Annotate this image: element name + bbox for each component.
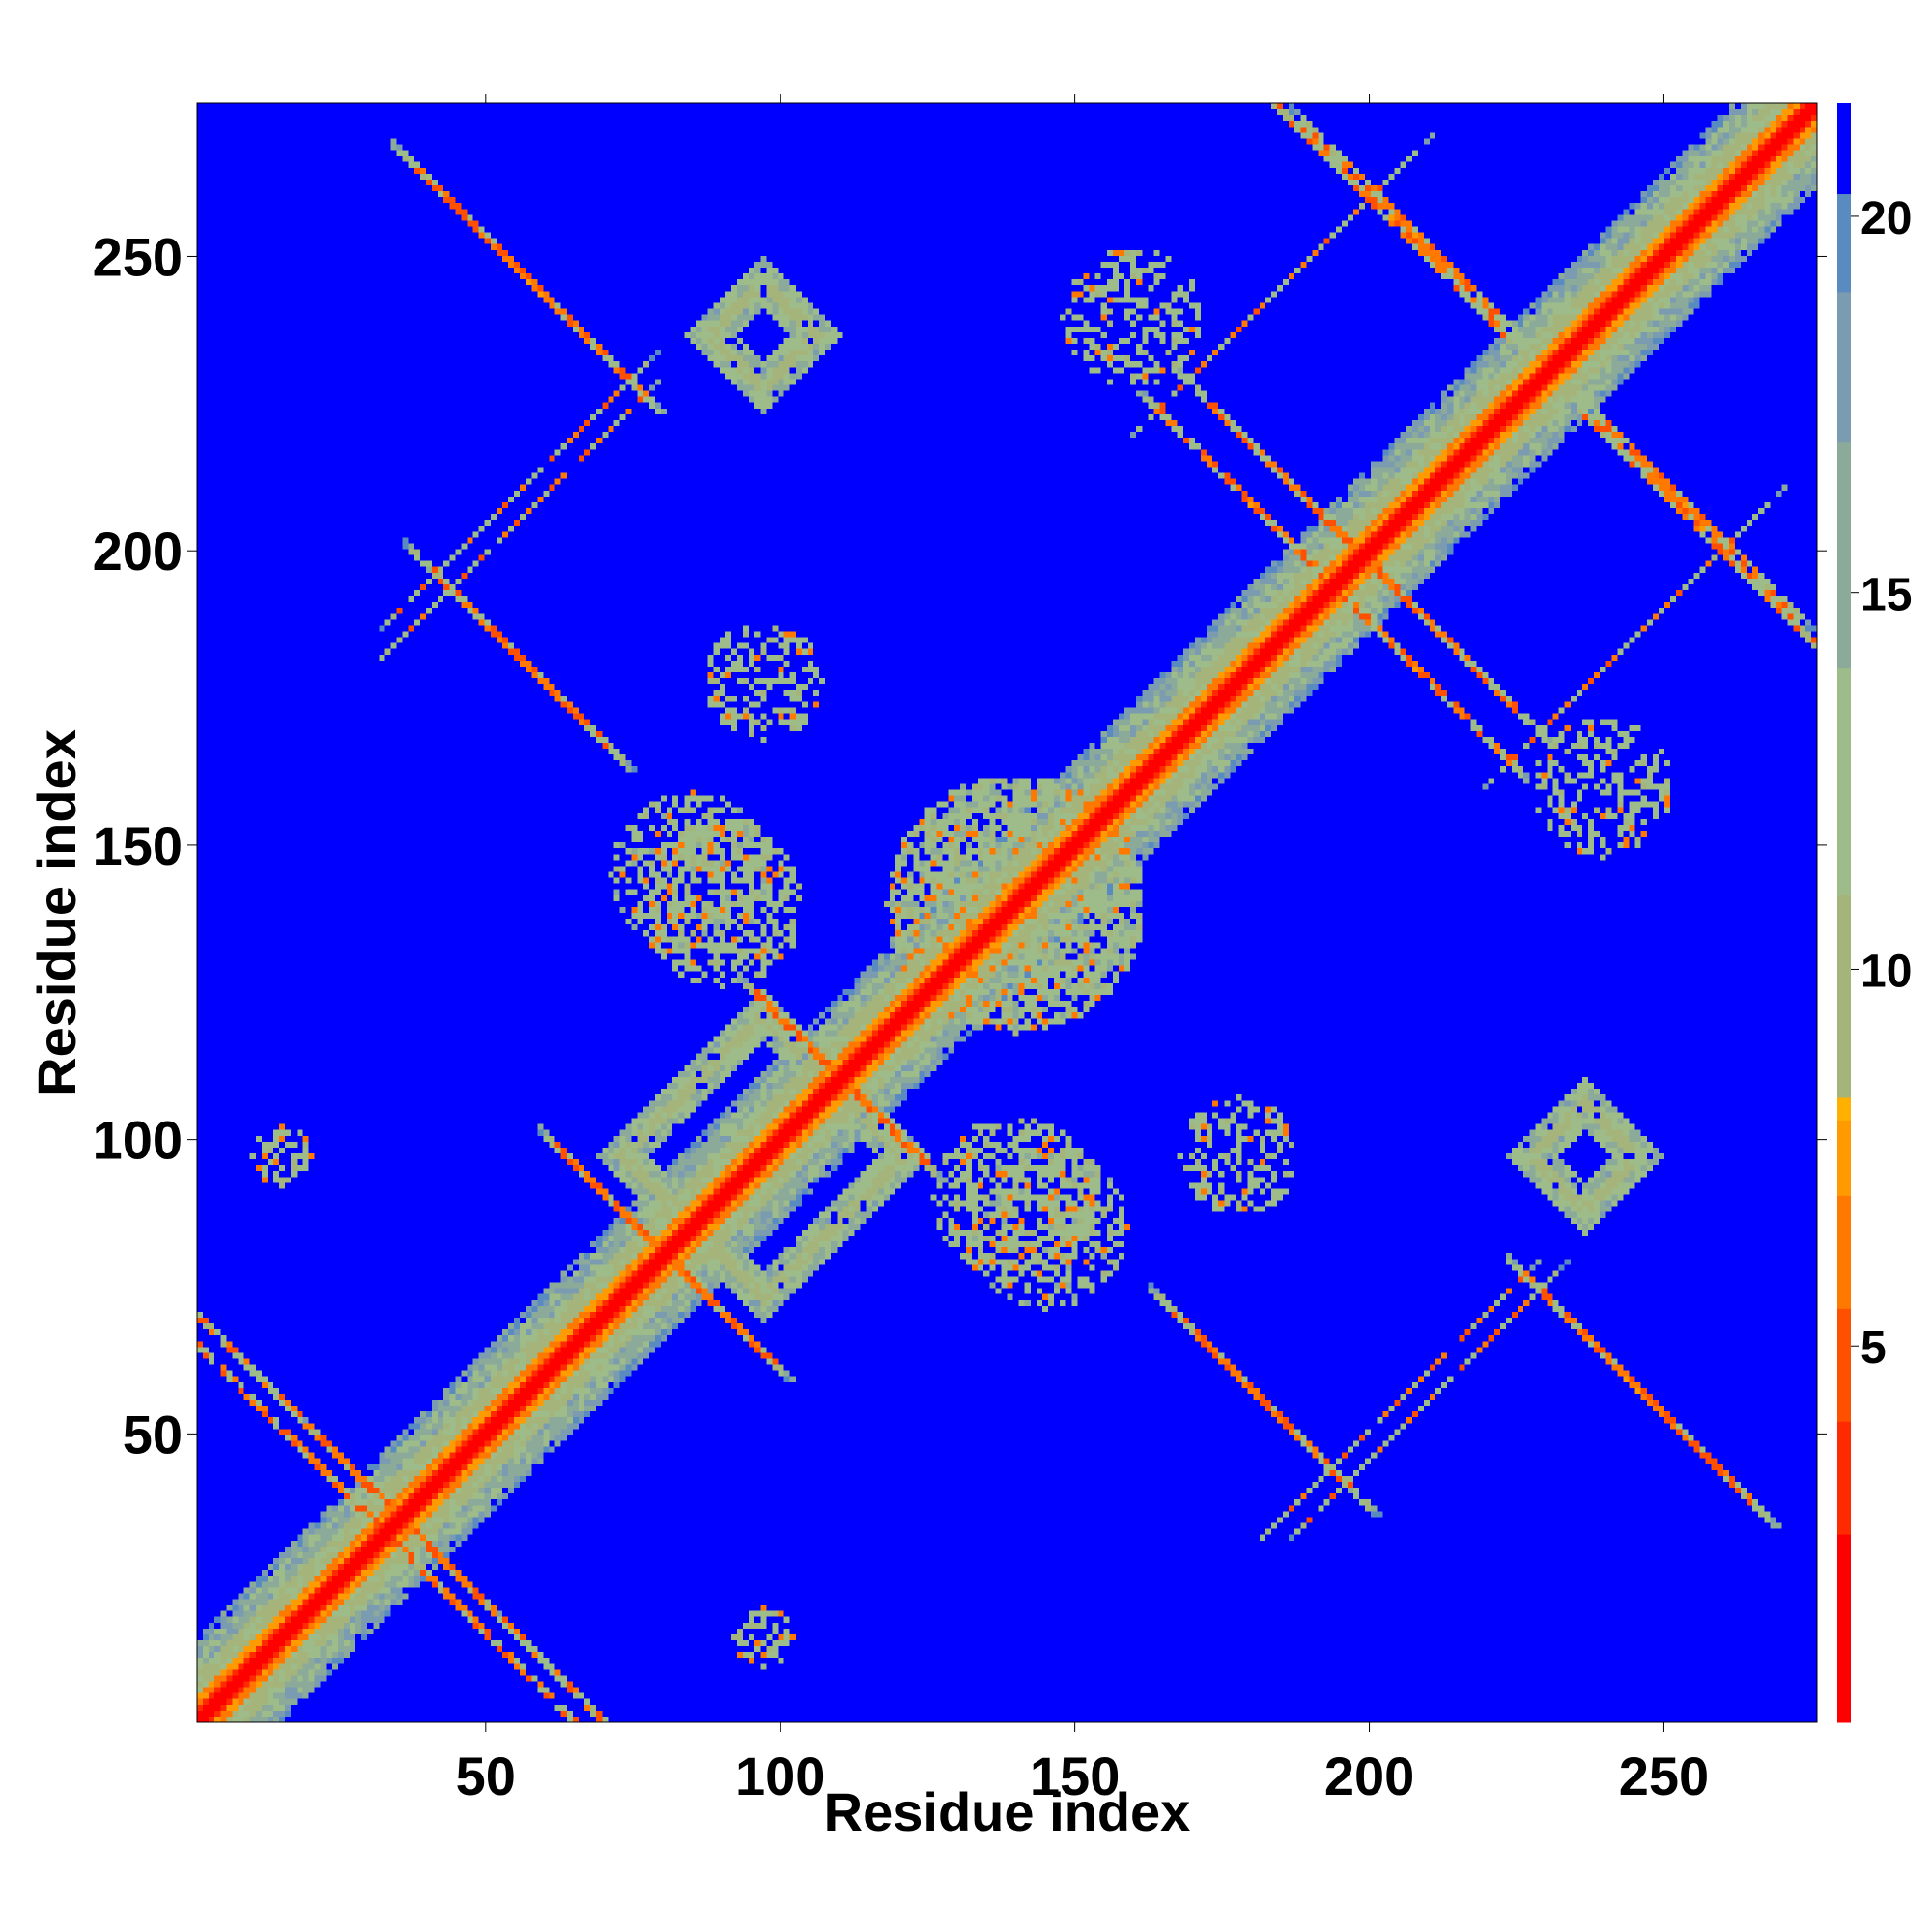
colorbar-level	[1837, 441, 1851, 669]
colorbar-level	[1837, 668, 1851, 895]
colorbar-gradient	[1837, 103, 1851, 1723]
y-tick-label: 150	[93, 815, 183, 876]
colorbar-tick-label: 5	[1861, 1322, 1887, 1374]
colorbar-level	[1837, 894, 1851, 1098]
heatmap-plot-area	[196, 102, 1818, 1723]
heatmap-cells	[197, 103, 1817, 1722]
x-tick-label: 50	[456, 1746, 516, 1806]
x-tick-label: 100	[735, 1746, 825, 1806]
colorbar-level	[1837, 1308, 1851, 1422]
colorbar-level	[1837, 193, 1851, 293]
y-tick-label: 50	[123, 1404, 183, 1464]
colorbar-level	[1837, 1195, 1851, 1309]
colorbar-level	[1837, 1096, 1851, 1121]
x-tick-label: 150	[1030, 1746, 1120, 1806]
plot-frame	[196, 102, 1818, 1723]
colorbar-level	[1837, 1120, 1851, 1196]
x-axis: 50 100 150 200 250	[456, 94, 1709, 1806]
y-tick-label: 250	[93, 226, 183, 287]
colorbar-ticks: 5 10 15 20	[1851, 193, 1912, 1374]
x-tick-label: 250	[1619, 1746, 1709, 1806]
y-axis-title: Residue index	[26, 729, 87, 1096]
y-tick-label: 100	[93, 1110, 183, 1171]
x-axis-title: Residue index	[824, 1781, 1191, 1842]
y-tick-label: 200	[93, 521, 183, 582]
colorbar-tick-label: 10	[1861, 946, 1912, 997]
colorbar-tick-label: 15	[1861, 570, 1912, 621]
colorbar-level	[1837, 1421, 1851, 1535]
colorbar: 5 10 15 20	[1837, 103, 1912, 1723]
colorbar-level	[1837, 1534, 1851, 1723]
colorbar-level	[1837, 103, 1851, 195]
x-tick-label: 200	[1324, 1746, 1414, 1806]
y-axis: 50 100 150 200 250	[93, 226, 1827, 1464]
colorbar-level	[1837, 291, 1851, 443]
colorbar-tick-label: 20	[1861, 193, 1912, 244]
